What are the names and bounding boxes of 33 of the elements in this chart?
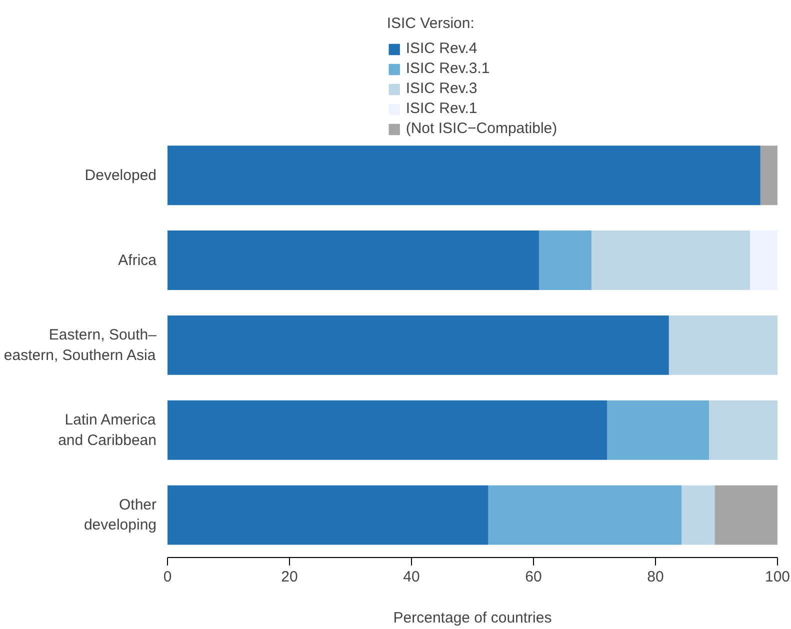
x-axis-title: Percentage of countries <box>393 610 552 626</box>
legend-label: ISIC Rev.4 <box>406 40 478 57</box>
bar <box>168 315 669 375</box>
y-tick-label: Africa <box>118 252 158 269</box>
x-tick-label: 0 <box>163 568 172 586</box>
bar <box>750 230 778 290</box>
legend-label: (Not ISIC−Compatible) <box>406 120 558 137</box>
legend-label: ISIC Rev.3.1 <box>406 60 490 77</box>
y-tick-label: Developed <box>84 166 156 184</box>
x-tick-label: 20 <box>281 568 298 586</box>
legend-label: ISIC Rev.3 <box>406 80 478 97</box>
legend-title: ISIC Version: <box>386 15 476 32</box>
bar <box>168 146 760 206</box>
bar <box>668 315 778 375</box>
y-tick-label: Latin America and Caribbean <box>58 411 157 449</box>
y-tick-label: Eastern, South– eastern, Southern Asia <box>4 326 158 364</box>
bar <box>760 146 778 206</box>
bar <box>168 485 488 545</box>
bar <box>591 230 750 290</box>
y-tick-label: Other developing <box>84 496 157 534</box>
legend-label: ISIC Rev.1 <box>406 100 478 117</box>
bar <box>682 485 715 545</box>
bar <box>538 230 592 290</box>
x-tick-label: 80 <box>647 568 664 586</box>
bar <box>709 400 778 460</box>
bar <box>168 400 608 460</box>
bar <box>168 230 539 290</box>
bar <box>714 485 778 545</box>
bar <box>607 400 710 460</box>
x-tick-label: 40 <box>403 568 420 586</box>
bar <box>488 485 682 545</box>
x-tick-label: 60 <box>525 568 542 586</box>
x-tick-label: 100 <box>764 568 790 586</box>
